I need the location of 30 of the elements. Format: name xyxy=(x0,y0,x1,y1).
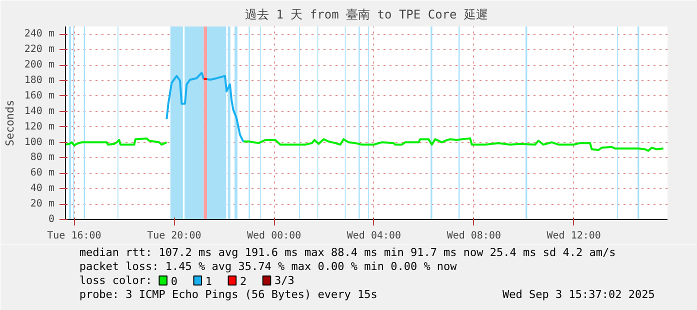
y-tick-label: 140 m xyxy=(24,106,55,117)
text: packet loss: 1.45 % avg 35.74 % max 0.00 % min 0.00 % now xyxy=(79,260,458,273)
x-tick-label: Tue 16:00 xyxy=(47,230,102,242)
x-tick-label: Wed 12:00 xyxy=(546,230,601,242)
y-tick-label: 120 m xyxy=(24,121,55,132)
legend-title: loss color: xyxy=(79,274,152,287)
y-tick-label: 40 m xyxy=(30,183,55,194)
y-tick-label: 20 m xyxy=(30,198,55,210)
x-tick-label: Tue 20:00 xyxy=(147,230,202,242)
y-tick-label: 240 m xyxy=(24,28,55,40)
y-tick-label: 220 m xyxy=(24,44,55,56)
x-tick-label: Wed 04:00 xyxy=(346,230,402,242)
legend-label: 3/3 xyxy=(274,274,294,287)
legend-label: 0 xyxy=(170,275,178,288)
legend-label: 1 xyxy=(205,275,212,288)
chart-title: 過去 1 天 from 臺南 to TPE Core 延遲 xyxy=(245,8,488,22)
x-tick-label: Wed 00:00 xyxy=(246,230,302,242)
text: median rtt: 107.2 ms avg 191.6 ms max 88.4 ms min 91.7 ms now 25.4 ms sd 4.2 am/s xyxy=(79,246,616,259)
y-tick-label: 100 m xyxy=(24,136,55,148)
x-tick-label: Wed 08:00 xyxy=(446,230,502,242)
y-tick-label: 180 m xyxy=(24,75,55,86)
text: probe: 3 ICMP Echo Pings (56 Bytes) every 15s xyxy=(79,288,378,301)
legend-label: 2 xyxy=(240,275,247,288)
y-axis-title: Seconds xyxy=(3,100,16,146)
text: Wed Sep 3 15:37:02 2025 xyxy=(502,288,655,301)
y-tick-label: 200 m xyxy=(24,60,55,71)
y-tick-label: 80 m xyxy=(30,152,55,164)
y-tick-label: 0 xyxy=(48,214,55,225)
y-tick-label: 160 m xyxy=(24,90,55,102)
y-tick-label: 60 m xyxy=(30,168,55,179)
